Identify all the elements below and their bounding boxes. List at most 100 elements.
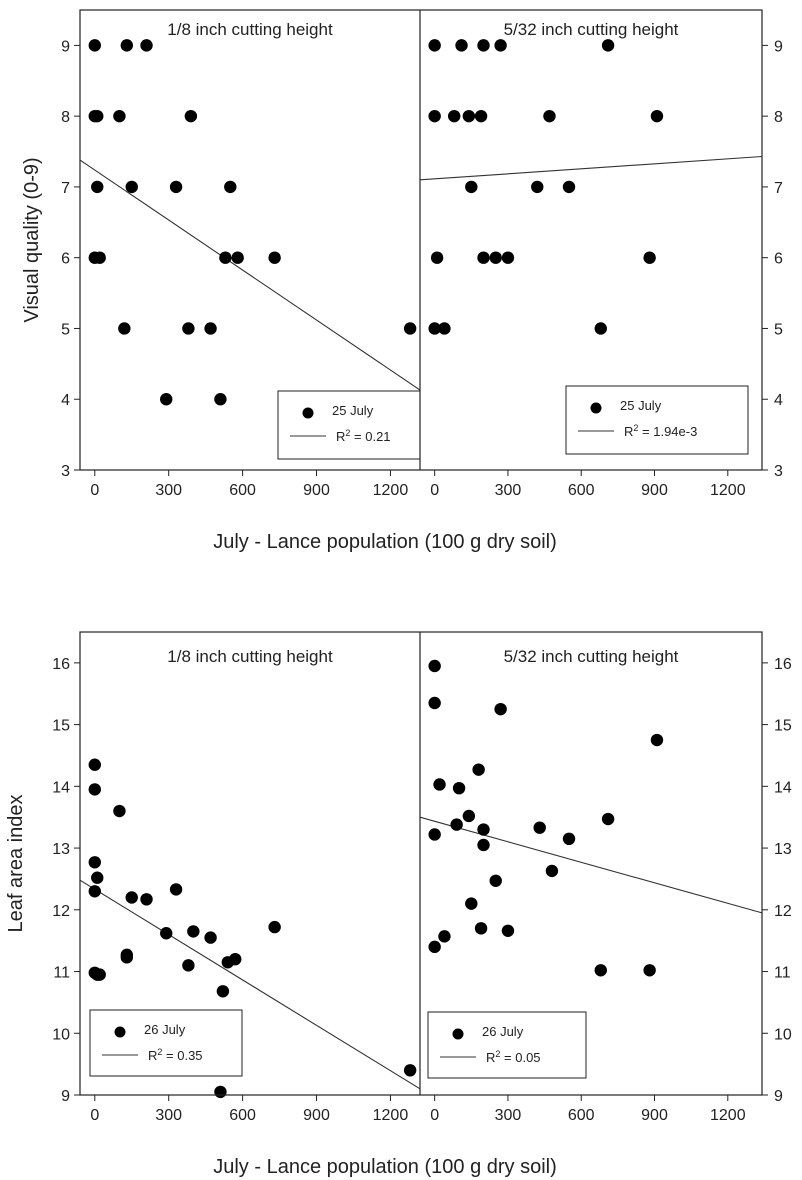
panel-title: 1/8 inch cutting height (167, 20, 333, 39)
x-tick-label: 300 (155, 482, 182, 499)
y-tick-label-right: 11 (774, 965, 791, 982)
legend-marker-label: 26 July (482, 1024, 524, 1039)
legend-marker (590, 402, 602, 414)
x-tick-label: 300 (495, 482, 522, 499)
data-point (428, 659, 441, 673)
data-point (643, 964, 656, 977)
data-point (533, 821, 546, 834)
y-tick-label-left: 9 (61, 1088, 70, 1105)
x-axis-title: July - Lance population (100 g dry soil) (213, 1156, 557, 1178)
data-point (601, 39, 615, 52)
data-point (462, 809, 476, 823)
data-point (91, 180, 104, 194)
data-point (494, 702, 507, 716)
data-point (214, 1085, 227, 1099)
data-point (428, 696, 441, 710)
x-tick-label: 900 (303, 482, 330, 499)
regression-line (79, 879, 421, 1090)
data-point (465, 897, 478, 910)
legend-marker (452, 1028, 464, 1040)
data-point (650, 109, 664, 123)
y-tick-label-right: 8 (774, 109, 783, 126)
legend: 25 July R2 = 0.21 (277, 390, 421, 460)
data-point (93, 251, 106, 264)
data-point (88, 885, 101, 898)
legend: 26 July R2 = 0.35 (89, 1009, 243, 1077)
data-point (650, 733, 664, 747)
data-point (91, 968, 104, 981)
y-axis-title: Visual quality (0-9) (21, 157, 43, 322)
x-tick-label: 0 (430, 482, 439, 499)
data-point (169, 180, 183, 194)
y-tick-label-right: 10 (774, 1026, 792, 1043)
data-point (214, 393, 227, 406)
x-tick-label: 0 (90, 482, 99, 499)
data-point (543, 109, 556, 123)
data-point (428, 828, 441, 841)
data-point (489, 874, 502, 887)
data-point (472, 763, 485, 776)
legend-box (427, 1011, 587, 1079)
data-point (562, 180, 576, 194)
data-point (477, 39, 490, 52)
data-point (187, 925, 200, 938)
legend-line-label: R2 = 0.21 (336, 428, 391, 444)
y-tick-label-right: 13 (774, 841, 792, 858)
legend-line-label: R2 = 0.35 (148, 1047, 203, 1063)
data-point (403, 322, 417, 335)
y-tick-label-left: 3 (61, 463, 70, 480)
data-point (430, 251, 444, 264)
data-point (403, 1064, 417, 1077)
y-tick-label-left: 14 (52, 779, 70, 796)
data-point (477, 823, 490, 836)
data-point (120, 39, 134, 52)
data-point (428, 322, 441, 335)
legend-marker (302, 407, 314, 419)
y-tick-label-right: 6 (774, 251, 783, 268)
x-tick-label: 600 (568, 482, 595, 499)
regression-line (79, 159, 421, 391)
panel-title: 5/32 inch cutting height (504, 647, 679, 666)
leaf-area-index-chart: 1/8 inch cutting height 0 300 600 900 1200 26 … (5, 631, 792, 1178)
data-point (438, 322, 451, 335)
data-point (182, 322, 195, 335)
data-point (455, 39, 468, 52)
y-tick-label-left: 6 (61, 251, 70, 268)
data-point (204, 322, 217, 335)
panel-title: 1/8 inch cutting height (167, 647, 333, 666)
data-point (474, 922, 488, 935)
data-point (465, 180, 478, 194)
x-tick-label: 300 (155, 1107, 182, 1124)
data-point (113, 109, 126, 123)
data-point (531, 180, 544, 194)
data-point (428, 109, 441, 123)
x-tick-label: 1200 (710, 1107, 746, 1124)
regression-line (419, 155, 763, 181)
y-tick-label-left: 13 (52, 841, 70, 858)
x-tick-label: 600 (229, 482, 256, 499)
data-point (562, 832, 576, 846)
x-tick-label: 1200 (373, 482, 409, 499)
data-point (438, 930, 451, 943)
data-point (433, 778, 446, 791)
legend-marker-label: 25 July (620, 398, 662, 413)
data-point (169, 883, 183, 896)
y-tick-label-left: 10 (52, 1026, 70, 1043)
data-point (477, 251, 490, 264)
data-point (88, 758, 101, 771)
data-point (450, 818, 463, 831)
data-point (184, 109, 198, 123)
y-tick-label-right: 5 (774, 321, 783, 338)
x-tick-label: 600 (229, 1107, 256, 1124)
data-point (477, 838, 490, 852)
y-tick-label-left: 16 (52, 656, 70, 673)
data-point (88, 39, 101, 52)
y-axis-title: Leaf area index (5, 795, 27, 933)
data-point (219, 251, 232, 264)
data-point (204, 931, 217, 944)
legend: 25 July R2 = 1.94e-3 (565, 385, 749, 455)
visual-quality-chart: 1/8 inch cutting height 0 300 600 900 1200 25 … (21, 9, 783, 553)
data-point (216, 985, 230, 998)
y-tick-label-left: 12 (52, 903, 70, 920)
